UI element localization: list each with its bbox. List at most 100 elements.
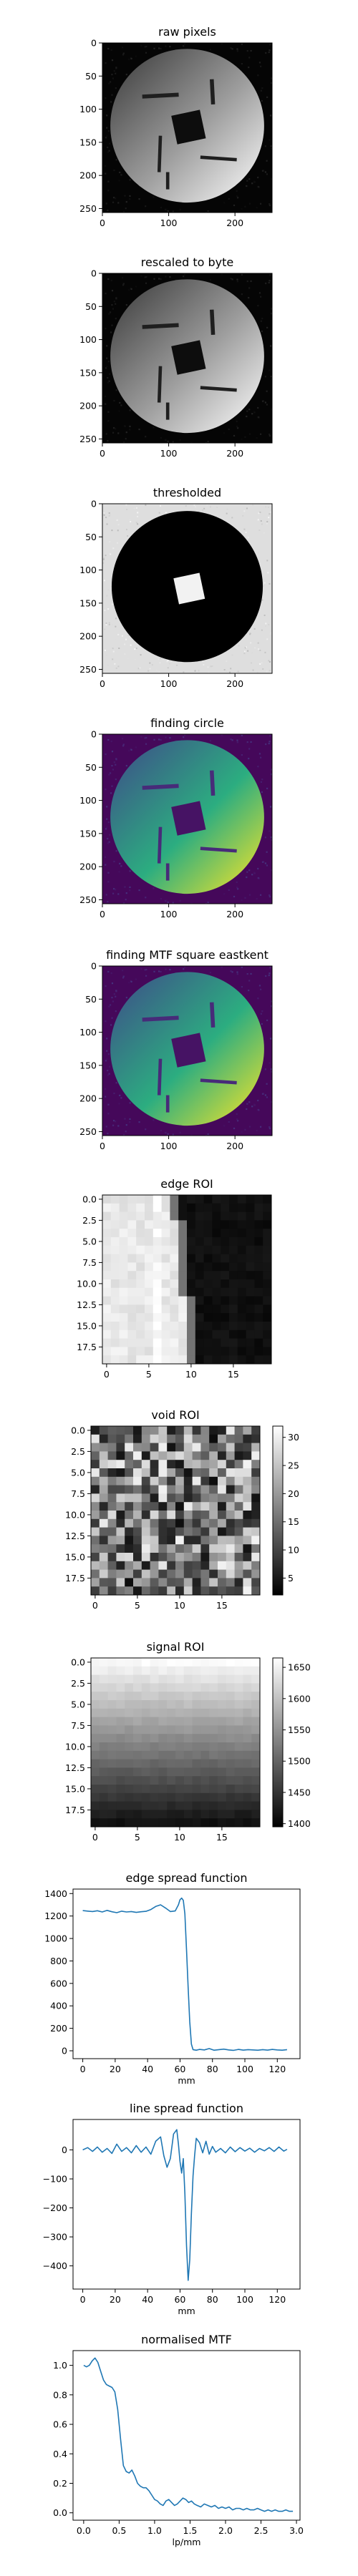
y-tick-label: 0 [91, 729, 97, 740]
y-tick-label: 0.6 [53, 2419, 67, 2430]
y-tick-label: 2.5 [71, 1446, 85, 1457]
y-tick-label: 50 [85, 762, 97, 773]
mtf-square [171, 340, 206, 375]
y-tick-label: 2.5 [71, 1678, 85, 1689]
y-tick-label: 15.0 [65, 1551, 85, 1562]
y-tick-label: 0.8 [53, 2389, 67, 2400]
y-tick-label: 800 [50, 1956, 67, 1966]
panel-edge: edge ROI 0 5 10 15 0.0 2.5 5.0 7.5 10.0 12.5 15.0 17… [77, 1177, 272, 1380]
panel-title: edge ROI [160, 1177, 213, 1191]
y-tick-label: 0 [62, 2046, 67, 2057]
panel-mtf: normalised MTF 0.0 0.5 1.0 1.5 2.0 2.5 3.0 0.0 0.… [53, 2333, 304, 2547]
x-axis-label: mm [178, 2306, 195, 2316]
y-tick-label: 15.0 [77, 1320, 97, 1331]
y-tick-label: −400 [43, 2260, 67, 2271]
y-tick-label: 200 [79, 862, 97, 872]
slot-1 [209, 309, 216, 336]
panel-title: finding circle [150, 716, 224, 730]
x-tick-label: 120 [268, 2064, 286, 2074]
x-tick-label: 40 [142, 2294, 153, 2305]
panel-lsf: line spread function 0 20 40 60 80 100 120 −400 −… [43, 2102, 301, 2316]
y-tick-label: 100 [79, 795, 97, 806]
y-tick-label: 50 [85, 71, 97, 82]
x-tick-label: 10 [185, 1369, 197, 1380]
x-tick-label: 100 [160, 1141, 178, 1151]
x-tick-label: 120 [268, 2294, 286, 2305]
x-tick-label: 100 [236, 2064, 253, 2074]
slot-3 [200, 155, 237, 162]
slot-0 [142, 92, 179, 99]
y-tick-label: 0.4 [53, 2449, 67, 2459]
colorbar [272, 1425, 284, 1596]
series-line-0 [83, 2357, 294, 2512]
slot-4 [165, 1095, 170, 1113]
y-tick-label: 7.5 [71, 1720, 85, 1731]
y-tick-label: 100 [79, 104, 97, 114]
x-axis-label: lp/mm [173, 2537, 201, 2547]
y-tick-label: −300 [43, 2232, 67, 2243]
colorbar-tick-label: 30 [288, 1432, 299, 1443]
x-tick-label: 10 [174, 1600, 185, 1611]
y-tick-label: 0 [91, 268, 97, 279]
x-tick-label: 0 [100, 448, 105, 459]
colorbar-tick-label: 15 [288, 1516, 299, 1527]
y-tick-label: 15.0 [65, 1783, 85, 1794]
x-tick-label: 0 [104, 1369, 110, 1380]
x-tick-label: 5 [146, 1369, 152, 1380]
y-tick-label: 600 [50, 1978, 67, 1989]
colorbar-tick-label: 25 [288, 1460, 299, 1471]
panel-mtfsq: finding MTF square eastkent 0 100 200 0 50 100… [79, 948, 273, 1151]
colorbar [272, 1657, 284, 1828]
y-tick-label: 10.0 [65, 1509, 85, 1520]
axes-frame [72, 2350, 301, 2521]
y-tick-label: 200 [79, 170, 97, 181]
y-tick-label: 17.5 [65, 1573, 85, 1584]
y-tick-label: 10.0 [77, 1278, 97, 1289]
y-tick-label: 1200 [44, 1911, 67, 1921]
panel-title: rescaled to byte [141, 255, 233, 269]
panel-title: signal ROI [147, 1640, 205, 1654]
slot-4 [165, 863, 170, 881]
slot-3 [200, 847, 237, 853]
panel-void: void ROI 0 5 10 15 0.0 2.5 5.0 7.5 10.0 12.5 15.0 17… [65, 1408, 299, 1611]
slot-0 [142, 1015, 179, 1022]
panel-circ: finding circle 0 100 200 0 50 100 150 200 250 [79, 716, 273, 919]
colorbar-tick-label: 20 [288, 1488, 299, 1499]
x-tick-label: 60 [174, 2294, 185, 2305]
y-tick-label: 0 [62, 2145, 67, 2155]
slot-2 [157, 135, 163, 172]
axes-frame [102, 733, 273, 904]
colorbar-tick-label: 1600 [288, 1693, 311, 1704]
panel-title: line spread function [130, 2102, 243, 2115]
x-tick-label: 100 [160, 218, 178, 228]
x-tick-label: 100 [236, 2294, 253, 2305]
colorbar-tick-label: 1450 [288, 1787, 311, 1797]
y-tick-label: 250 [79, 664, 97, 675]
y-tick-label: 100 [79, 1027, 97, 1038]
colorbar-tick-label: 1500 [288, 1756, 311, 1767]
axes-frame [102, 273, 273, 444]
axes-frame [72, 2119, 301, 2290]
x-tick-label: 40 [142, 2064, 153, 2074]
panel-signal: signal ROI 0 5 10 15 0.0 2.5 5.0 7.5 10.0 12.5 15.0… [65, 1640, 311, 1843]
x-axis-label: mm [178, 2075, 195, 2086]
y-tick-label: 12.5 [77, 1299, 97, 1310]
x-tick-label: 2.0 [218, 2525, 233, 2536]
y-tick-label: 5.0 [71, 1467, 85, 1478]
panel-raw: raw pixels 0 100 200 0 50 100 150 200 250 [79, 25, 273, 228]
x-tick-label: 5 [135, 1600, 140, 1611]
y-tick-label: 17.5 [65, 1805, 85, 1815]
colorbar-tick-label: 1650 [288, 1662, 311, 1673]
slot-0 [142, 323, 179, 329]
threshold-square [173, 572, 205, 605]
y-tick-label: 0 [91, 961, 97, 972]
axes-frame [102, 503, 273, 674]
x-tick-label: 0 [92, 1600, 98, 1611]
y-tick-label: 50 [85, 994, 97, 1005]
x-tick-label: 0 [80, 2294, 86, 2305]
x-tick-label: 0 [80, 2064, 86, 2074]
y-tick-label: 150 [79, 828, 97, 839]
y-tick-label: 1000 [44, 1933, 67, 1944]
